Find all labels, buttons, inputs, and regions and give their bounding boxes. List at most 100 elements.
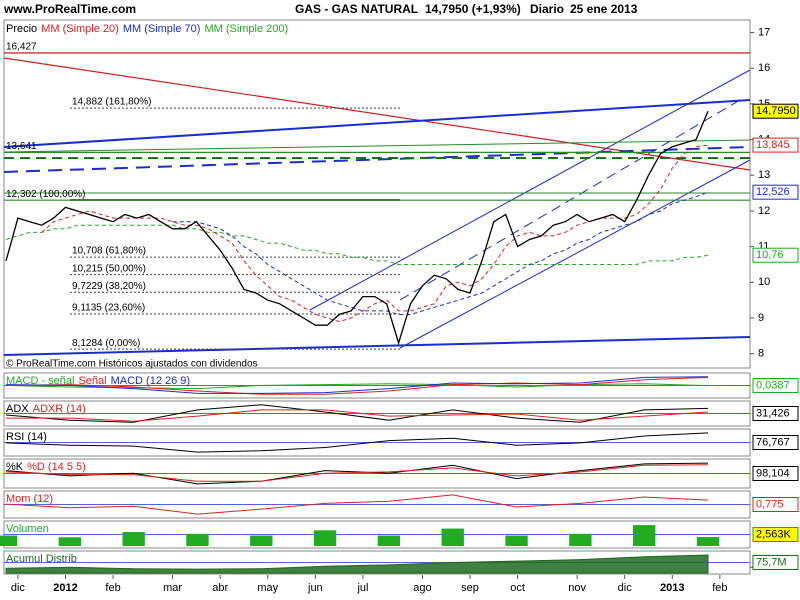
series-line: [6, 409, 709, 422]
last-value-box: [752, 497, 799, 512]
level-label: 8,1284 (0,00%): [72, 338, 140, 349]
level-label: 13,641: [6, 141, 37, 152]
bar: [377, 535, 401, 546]
legend-entry: Precio: [6, 23, 37, 35]
series-line: [5, 404, 709, 423]
last-value-label: 2,563K: [756, 528, 792, 540]
last-value-label: 75,7M: [756, 556, 787, 568]
last-value-box: [752, 378, 799, 393]
bar: [696, 537, 720, 546]
trend-line: [3, 99, 751, 148]
last-value-label: 14,7950: [756, 105, 796, 117]
level-label: 16,427: [6, 42, 37, 53]
last-value-box: [752, 406, 799, 421]
x-tick-label: abr: [212, 582, 228, 594]
legend-entry: MM (Simple 200): [204, 23, 288, 35]
last-value: 75,7M: [752, 555, 799, 570]
bar: [186, 533, 209, 546]
legend-entry: MM (Simple 20): [41, 23, 119, 35]
level-label: 10,708 (61,80%): [72, 246, 146, 257]
last-value-box: [752, 466, 799, 481]
last-value-box: [752, 137, 799, 153]
last-value: 76,767: [752, 435, 799, 450]
series-line: [5, 224, 709, 265]
last-value: 31,426: [752, 406, 799, 421]
legend-entry: RSI (14): [6, 431, 47, 443]
last-value-label: 10,76: [756, 249, 784, 261]
bar: [0, 535, 18, 546]
y-tick-label: 16: [758, 62, 770, 74]
legend-entry: ADXR (14): [33, 403, 86, 415]
trend-line: [3, 146, 751, 173]
series-line: [5, 432, 709, 453]
y-tick-label: 8: [758, 348, 764, 360]
site: www.ProRealTime.com: [3, 2, 136, 16]
channel-line: [309, 69, 751, 311]
legend-entry: MACD (12 26 9): [111, 375, 190, 387]
last-value-label: 98,104: [756, 467, 790, 479]
last-value-box: [752, 103, 799, 119]
level-label: 12,302 (100,00%): [6, 189, 86, 200]
legend-entry: Volumen: [6, 523, 49, 535]
bar: [250, 535, 273, 546]
series-line: [5, 376, 709, 395]
main-frame: [3, 19, 751, 369]
x-tick-label: may: [257, 582, 278, 594]
last-value-box: [752, 435, 799, 450]
x-tick-label: feb: [712, 582, 727, 594]
x-tick-label: 2013: [660, 582, 684, 594]
last-value-label: 0,775: [756, 498, 784, 510]
legend-entry: MM (Simple 70): [123, 23, 201, 35]
x-tick-label: 2012: [53, 582, 77, 594]
level-label: 14,882 (161,80%): [72, 97, 152, 108]
bar: [505, 535, 528, 546]
x-tick-label: nov: [568, 582, 586, 594]
legend-entry: Mom (12): [6, 493, 53, 505]
legend-entry: %K: [6, 461, 24, 473]
last-value-box: [752, 247, 799, 263]
last-value-label: 76,767: [756, 436, 790, 448]
trend-line: [3, 139, 751, 153]
bar: [569, 533, 592, 546]
legend-entry: Acumul Distrib: [6, 553, 77, 565]
y-tick-label: 10: [758, 276, 770, 288]
y-tick-label: 12: [758, 205, 770, 217]
quote: 14,7950 (+1,93%): [425, 2, 521, 16]
y-tick-label: 11: [758, 241, 769, 253]
series-line: [5, 464, 709, 482]
channel-line: [399, 159, 751, 349]
last-value: 0,0387: [752, 378, 799, 393]
x-tick-label: oct: [510, 582, 525, 594]
last-value-label: 0,0387: [756, 379, 790, 391]
level-label: 9,1135 (23,60%): [72, 303, 145, 314]
last-value-box: [752, 555, 799, 570]
x-tick-label: dic: [11, 582, 26, 594]
last-value: 98,104: [752, 466, 799, 481]
bar: [633, 525, 656, 546]
legend-entry: %D (14 5 5): [27, 461, 86, 473]
x-tick-label: sep: [461, 582, 479, 594]
last-value-box: [752, 527, 799, 542]
last-value: 12,526: [752, 184, 799, 200]
last-value-label: 13,845: [756, 139, 790, 151]
last-value: 2,563K: [752, 527, 799, 542]
bar: [122, 532, 145, 546]
series-line: [5, 462, 709, 485]
y-tick-label: 9: [758, 312, 764, 324]
legend-entry: Señal: [78, 375, 106, 387]
period: Diario: [530, 2, 564, 16]
last-value-label: 31,426: [756, 407, 790, 419]
x-tick-label: dic: [618, 582, 633, 594]
last-value-box: [752, 184, 799, 200]
x-tick-label: jun: [307, 582, 323, 594]
watermark: © ProRealTime.com Históricos ajustados c…: [6, 359, 258, 370]
series-line: [5, 110, 709, 346]
bar: [313, 530, 337, 546]
last-value-label: 12,526: [756, 186, 790, 198]
instrument: GAS - GAS NATURAL: [295, 2, 418, 16]
last-value: 10,76: [752, 247, 799, 263]
last-value: 14,7950: [752, 103, 799, 119]
x-tick-label: mar: [163, 582, 182, 594]
x-tick-label: ago: [413, 582, 431, 594]
